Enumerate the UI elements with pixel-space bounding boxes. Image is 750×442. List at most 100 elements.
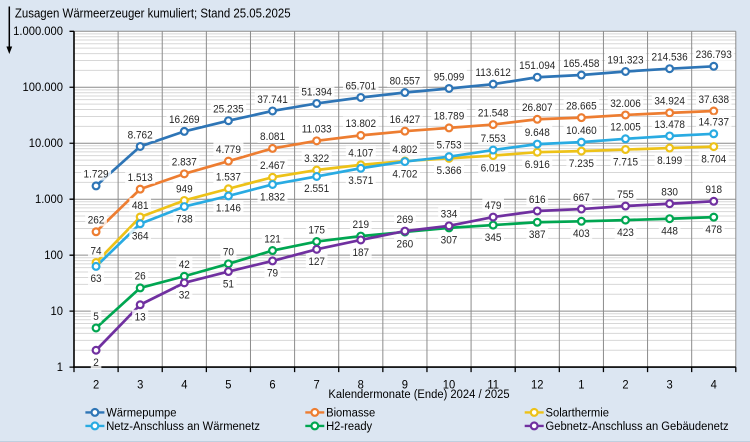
svg-text:63: 63 — [91, 273, 102, 285]
svg-text:236.793: 236.793 — [696, 49, 732, 61]
svg-text:2: 2 — [93, 357, 99, 369]
svg-text:1.000: 1.000 — [35, 192, 63, 206]
svg-text:1.513: 1.513 — [128, 172, 153, 184]
svg-text:13.478: 13.478 — [654, 119, 685, 131]
svg-text:667: 667 — [573, 192, 590, 204]
svg-text:37.638: 37.638 — [698, 94, 729, 106]
svg-text:Solarthermie: Solarthermie — [546, 405, 610, 419]
svg-text:9: 9 — [402, 377, 408, 391]
svg-text:4: 4 — [711, 377, 717, 391]
svg-text:32.006: 32.006 — [610, 98, 641, 110]
svg-text:32: 32 — [179, 290, 190, 302]
svg-text:345: 345 — [485, 232, 502, 244]
svg-text:8: 8 — [358, 377, 364, 391]
svg-text:4.779: 4.779 — [216, 144, 241, 156]
svg-text:37.741: 37.741 — [257, 94, 288, 106]
svg-text:165.458: 165.458 — [563, 58, 599, 70]
svg-text:4: 4 — [181, 377, 187, 391]
svg-text:175: 175 — [308, 224, 325, 236]
svg-text:121: 121 — [264, 233, 281, 245]
svg-text:Kalendermonate (Ende) 2024 / 2: Kalendermonate (Ende) 2024 / 2025 — [328, 387, 509, 401]
svg-text:1.000.000: 1.000.000 — [13, 24, 63, 38]
svg-text:127: 127 — [308, 256, 325, 268]
svg-text:34.924: 34.924 — [654, 96, 685, 108]
svg-text:80.557: 80.557 — [390, 75, 421, 87]
svg-text:70: 70 — [223, 247, 234, 259]
svg-text:2: 2 — [93, 377, 99, 391]
svg-text:Wärmepumpe: Wärmepumpe — [106, 405, 176, 419]
svg-text:18.789: 18.789 — [434, 111, 465, 123]
svg-text:219: 219 — [352, 219, 369, 231]
svg-text:918: 918 — [705, 184, 722, 196]
svg-text:3: 3 — [137, 377, 143, 391]
svg-text:5: 5 — [93, 311, 99, 323]
svg-text:26: 26 — [135, 271, 146, 283]
svg-text:10: 10 — [51, 304, 64, 318]
svg-text:1.537: 1.537 — [216, 172, 241, 184]
svg-text:Biomasse: Biomasse — [326, 405, 375, 419]
svg-text:8.081: 8.081 — [260, 131, 285, 143]
svg-text:269: 269 — [397, 214, 414, 226]
svg-text:8.704: 8.704 — [701, 153, 726, 165]
svg-text:191.323: 191.323 — [607, 54, 643, 66]
svg-text:7: 7 — [314, 377, 320, 391]
svg-text:7.715: 7.715 — [613, 156, 638, 168]
svg-text:H2-ready: H2-ready — [326, 419, 373, 433]
svg-text:11: 11 — [487, 377, 499, 391]
svg-text:3: 3 — [667, 377, 673, 391]
svg-text:5.753: 5.753 — [437, 139, 462, 151]
svg-text:423: 423 — [617, 227, 634, 239]
svg-text:2: 2 — [622, 377, 628, 391]
svg-text:5: 5 — [225, 377, 231, 391]
svg-text:448: 448 — [661, 226, 678, 238]
svg-text:113.612: 113.612 — [475, 67, 510, 79]
svg-text:12: 12 — [531, 377, 544, 391]
svg-text:151.094: 151.094 — [519, 60, 555, 72]
svg-text:1: 1 — [578, 377, 584, 391]
svg-text:5.366: 5.366 — [437, 165, 462, 177]
svg-text:2.551: 2.551 — [304, 183, 329, 195]
svg-text:10.000: 10.000 — [29, 136, 63, 150]
svg-text:364: 364 — [132, 231, 149, 243]
svg-text:7.553: 7.553 — [481, 133, 506, 145]
svg-text:51: 51 — [223, 278, 234, 290]
svg-text:187: 187 — [352, 247, 369, 259]
svg-text:42: 42 — [179, 259, 190, 271]
svg-text:949: 949 — [176, 183, 193, 195]
svg-text:21.548: 21.548 — [478, 107, 509, 119]
svg-text:214.536: 214.536 — [652, 52, 688, 64]
svg-text:4.802: 4.802 — [392, 144, 417, 156]
svg-text:Netz-Anschluss an Wärmenetz: Netz-Anschluss an Wärmenetz — [106, 419, 260, 433]
svg-text:738: 738 — [176, 213, 193, 225]
svg-text:65.701: 65.701 — [345, 80, 376, 92]
svg-text:100: 100 — [44, 248, 63, 262]
svg-text:11.033: 11.033 — [302, 124, 332, 136]
svg-text:10: 10 — [443, 377, 456, 391]
svg-text:481: 481 — [132, 200, 149, 212]
svg-text:260: 260 — [397, 239, 414, 251]
svg-text:755: 755 — [617, 189, 634, 201]
svg-text:2.837: 2.837 — [172, 157, 197, 169]
svg-text:28.665: 28.665 — [566, 100, 597, 112]
svg-text:16.269: 16.269 — [169, 114, 200, 126]
svg-text:387: 387 — [529, 229, 546, 241]
svg-text:12.005: 12.005 — [610, 122, 641, 134]
svg-text:16.427: 16.427 — [390, 114, 421, 126]
svg-text:79: 79 — [267, 268, 278, 280]
svg-text:14.737: 14.737 — [698, 117, 729, 129]
svg-text:6: 6 — [269, 377, 275, 391]
svg-text:1.146: 1.146 — [216, 203, 241, 215]
svg-text:8.199: 8.199 — [657, 155, 682, 167]
svg-text:13: 13 — [135, 312, 146, 324]
svg-text:262: 262 — [88, 215, 105, 227]
svg-text:13.802: 13.802 — [345, 118, 376, 130]
svg-text:95.099: 95.099 — [434, 71, 465, 83]
svg-text:Zusagen Wärmeerzeuger kumulier: Zusagen Wärmeerzeuger kumuliert; Stand 2… — [15, 7, 291, 21]
svg-text:6.019: 6.019 — [481, 162, 506, 174]
svg-text:51.394: 51.394 — [301, 86, 332, 98]
svg-text:334: 334 — [441, 209, 458, 221]
svg-text:403: 403 — [573, 228, 590, 240]
svg-text:479: 479 — [485, 200, 502, 212]
svg-text:1.729: 1.729 — [84, 169, 109, 181]
svg-text:1.832: 1.832 — [260, 191, 285, 203]
